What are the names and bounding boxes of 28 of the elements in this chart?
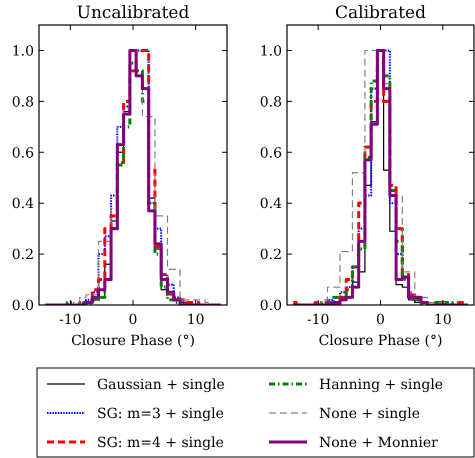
x-axis-title: Closure Phase (°) xyxy=(318,333,442,349)
y-tick-label: 0.4 xyxy=(260,196,282,212)
y-tick-label: 0.6 xyxy=(260,145,282,162)
legend-label: Gaussian + single xyxy=(97,377,225,393)
y-tick-label: 0.2 xyxy=(12,247,34,264)
legend-label: None + Monnier xyxy=(319,435,438,451)
x-axis-title: Closure Phase (°) xyxy=(71,333,195,349)
y-tick-label: 0.8 xyxy=(12,94,34,110)
y-tick-label: 0.0 xyxy=(260,298,282,314)
y-tick-label: 0.8 xyxy=(260,94,282,110)
x-tick-label: -10 xyxy=(59,312,82,328)
y-tick-label: 0.4 xyxy=(12,196,34,212)
chart-title: Calibrated xyxy=(335,3,426,23)
y-tick-label: 1.0 xyxy=(12,43,34,60)
x-tick-label: -10 xyxy=(306,312,330,328)
legend-label: Hanning + single xyxy=(319,377,444,393)
x-tick-label: 0 xyxy=(376,312,385,328)
y-tick-label: 0.2 xyxy=(260,247,282,264)
y-tick-label: 0.0 xyxy=(12,298,34,314)
legend-label: SG: m=3 + single xyxy=(97,406,224,422)
x-tick-label: 10 xyxy=(186,312,205,328)
x-tick-label: 0 xyxy=(128,312,138,328)
x-tick-label: 10 xyxy=(434,312,452,328)
legend-label: None + single xyxy=(319,406,420,422)
y-tick-label: 1.0 xyxy=(260,43,282,60)
chart-title: Uncalibrated xyxy=(76,3,190,23)
y-tick-label: 0.6 xyxy=(12,145,34,162)
legend-label: SG: m=4 + single xyxy=(97,435,224,451)
